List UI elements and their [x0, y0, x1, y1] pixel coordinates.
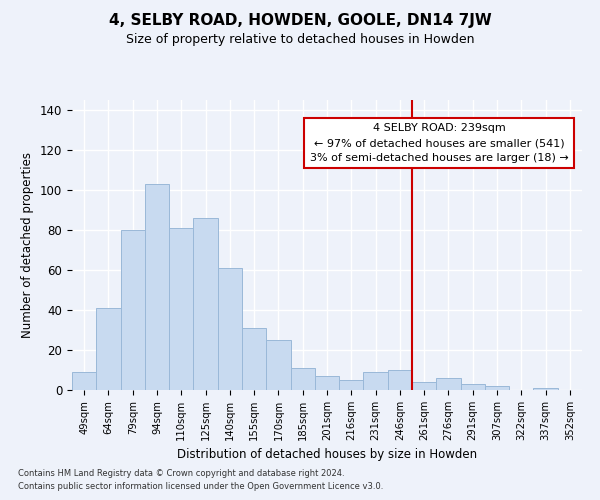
Text: Contains public sector information licensed under the Open Government Licence v3: Contains public sector information licen… — [18, 482, 383, 491]
Bar — [145, 184, 169, 390]
Bar — [169, 228, 193, 390]
Bar — [121, 230, 145, 390]
Bar — [461, 384, 485, 390]
Bar — [315, 376, 339, 390]
Bar — [533, 388, 558, 390]
Bar — [412, 382, 436, 390]
Bar — [72, 372, 96, 390]
X-axis label: Distribution of detached houses by size in Howden: Distribution of detached houses by size … — [177, 448, 477, 462]
Bar — [388, 370, 412, 390]
Text: 4, SELBY ROAD, HOWDEN, GOOLE, DN14 7JW: 4, SELBY ROAD, HOWDEN, GOOLE, DN14 7JW — [109, 12, 491, 28]
Bar — [290, 368, 315, 390]
Bar — [218, 268, 242, 390]
Bar — [266, 340, 290, 390]
Text: Contains HM Land Registry data © Crown copyright and database right 2024.: Contains HM Land Registry data © Crown c… — [18, 468, 344, 477]
Bar — [96, 308, 121, 390]
Text: 4 SELBY ROAD: 239sqm
← 97% of detached houses are smaller (541)
3% of semi-detac: 4 SELBY ROAD: 239sqm ← 97% of detached h… — [310, 123, 569, 163]
Bar — [339, 380, 364, 390]
Bar — [364, 372, 388, 390]
Bar — [436, 378, 461, 390]
Bar — [193, 218, 218, 390]
Bar — [242, 328, 266, 390]
Bar — [485, 386, 509, 390]
Y-axis label: Number of detached properties: Number of detached properties — [22, 152, 34, 338]
Text: Size of property relative to detached houses in Howden: Size of property relative to detached ho… — [126, 32, 474, 46]
